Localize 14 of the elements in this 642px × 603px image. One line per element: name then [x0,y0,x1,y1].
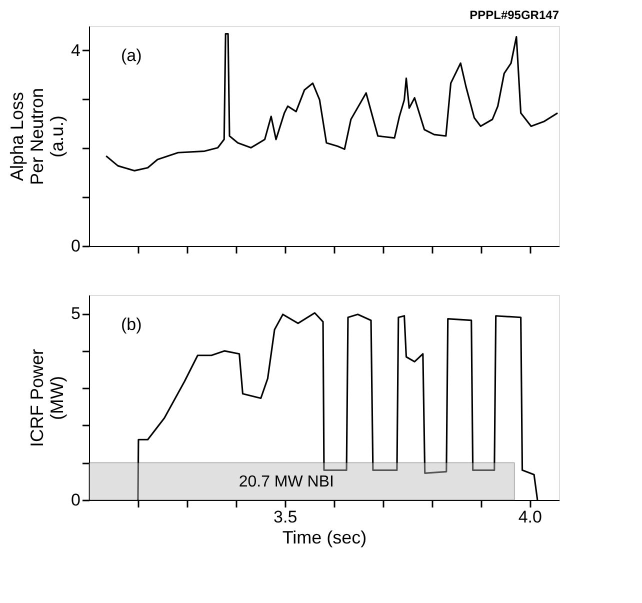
y-tick-label: 0 [71,236,80,256]
y-tick-label: 5 [71,304,80,324]
y-axis-title: ICRF Power (MW) [27,348,68,448]
band-label: 20.7 MW NBI [238,473,334,490]
y-axis-title: Alpha Loss Per Neutron (a.u.) [7,88,68,186]
x-axis-title: Time (sec) [282,528,367,548]
annotation: (a) [121,46,142,65]
chart-title: PPPL#95GR147 [470,8,560,22]
x-tick-label: 3.5 [274,508,298,526]
line-series [105,33,558,172]
annotation: (b) [121,315,142,334]
y-tick-label: 0 [71,490,80,510]
x-tick-label: 4.0 [518,508,542,526]
y-tick-label: 4 [71,40,80,60]
